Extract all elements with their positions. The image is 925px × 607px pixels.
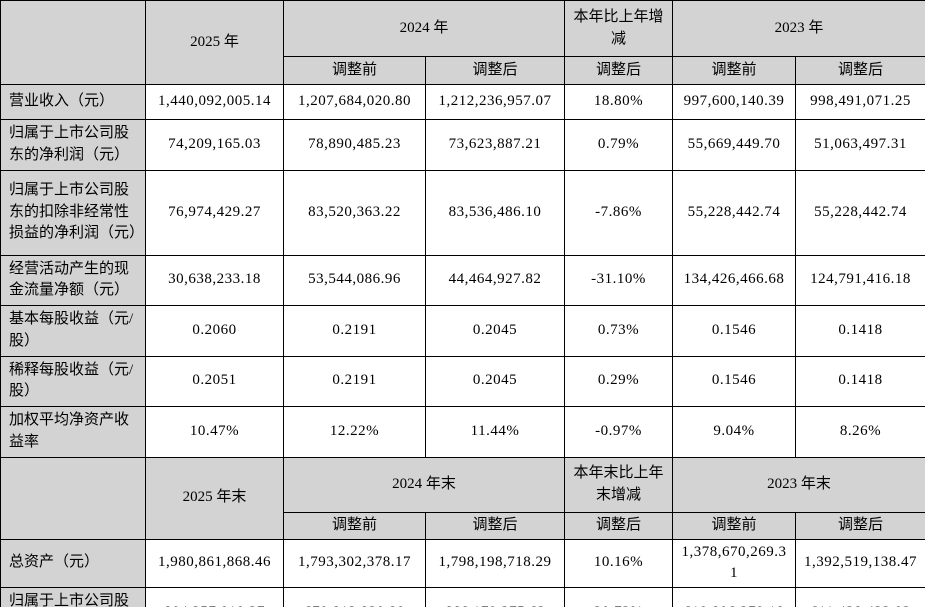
cell-value: 1,980,861,868.46: [145, 538, 284, 588]
cell-value: 30,638,233.18: [145, 254, 284, 306]
cell-value: 74,209,165.03: [145, 119, 284, 171]
subheader-change-post-adjust: 调整后: [564, 56, 674, 85]
cell-value: 0.2191: [283, 355, 426, 407]
col-header-2025-end: 2025 年末: [145, 456, 284, 540]
table-row: 稀释每股收益（元/股） 0.2051 0.2191 0.2045 0.29% 0…: [0, 355, 925, 407]
row-label-net-assets: 归属于上市公司股东的净资产（元）: [0, 587, 146, 607]
col-header-yoy-change: 本年比上年增减: [564, 0, 674, 57]
col-header-2023: 2023 年: [672, 0, 925, 57]
cell-value: 0.1418: [795, 355, 925, 407]
cell-value: 0.29%: [564, 355, 674, 407]
corner-cell: [0, 456, 146, 540]
cell-value: 670,813,830.80: [283, 587, 426, 607]
table-row: 总资产（元） 1,980,861,868.46 1,793,302,378.17…: [0, 538, 925, 588]
col-header-2023-end: 2023 年末: [672, 456, 925, 513]
cell-value: 10.47%: [145, 406, 284, 458]
cell-value: 1,793,302,378.17: [283, 538, 426, 588]
cell-value: 53,544,086.96: [283, 254, 426, 306]
subheader-2023end-post-adjust: 调整后: [795, 511, 925, 540]
cell-value: 51,063,497.31: [795, 119, 925, 171]
col-header-2025: 2025 年: [145, 0, 284, 85]
cell-value: 1,392,519,138.47: [795, 538, 925, 588]
cell-value: 10.16%: [564, 538, 674, 588]
cell-value: 0.1546: [672, 355, 797, 407]
cell-value: 124,791,416.18: [795, 254, 925, 306]
cell-value: 83,536,486.10: [424, 169, 566, 256]
row-label-diluted-eps: 稀释每股收益（元/股）: [0, 355, 146, 407]
cell-value: 1,207,684,020.80: [283, 84, 426, 120]
col-header-2024-end: 2024 年末: [282, 456, 566, 513]
cell-value: 83,520,363.22: [283, 169, 426, 256]
cell-value: 0.79%: [564, 119, 674, 171]
subheader-2023-pre-adjust: 调整前: [672, 56, 797, 85]
subheader-2024end-post-adjust: 调整后: [424, 511, 566, 540]
table-row: 加权平均净资产收益率 10.47% 12.22% 11.44% -0.97% 9…: [0, 406, 925, 458]
cell-value: 134,426,466.68: [672, 254, 797, 306]
row-label-revenue: 营业收入（元）: [0, 84, 146, 120]
corner-cell: [0, 0, 146, 85]
cell-value: 0.73%: [564, 305, 674, 357]
cell-value: 20.73%: [564, 587, 674, 607]
cell-value: 55,228,442.74: [795, 169, 925, 256]
cell-value: 0.1546: [672, 305, 797, 357]
cell-value: 998,491,071.25: [795, 84, 925, 120]
row-label-weighted-avg-roe: 加权平均净资产收益率: [0, 406, 146, 458]
cell-value: 78,890,485.23: [283, 119, 426, 171]
table-row: 归属于上市公司股东的净利润（元） 74,209,165.03 78,890,48…: [0, 119, 925, 171]
cell-value: 44,464,927.82: [424, 254, 566, 306]
col-header-yearend-change: 本年末比上年末增减: [564, 456, 674, 513]
cell-value: 1,440,092,005.14: [145, 84, 284, 120]
cell-value: 0.1418: [795, 305, 925, 357]
cell-value: 12.22%: [283, 406, 426, 458]
table-row: 经营活动产生的现金流量净额（元） 30,638,233.18 53,544,08…: [0, 254, 925, 306]
row-label-total-assets: 总资产（元）: [0, 538, 146, 588]
cell-value: 0.2191: [283, 305, 426, 357]
col-header-2024: 2024 年: [282, 0, 566, 57]
cell-value: 610,806,279.18: [672, 587, 797, 607]
cell-value: 11.44%: [424, 406, 566, 458]
subheader-2024end-pre-adjust: 调整前: [283, 511, 426, 540]
cell-value: 8.26%: [795, 406, 925, 458]
cell-value: 1,212,236,957.07: [424, 84, 566, 120]
subheader-2024-post-adjust: 调整后: [424, 56, 566, 85]
cell-value: 804,257,919.37: [145, 587, 284, 607]
cell-value: 55,669,449.70: [672, 119, 797, 171]
subheader-change-post-adjust: 调整后: [564, 511, 674, 540]
cell-value: 997,600,140.39: [672, 84, 797, 120]
cell-value: 55,228,442.74: [672, 169, 797, 256]
table-row: 归属于上市公司股东的扣除非经常性损益的净利润（元） 76,974,429.27 …: [0, 169, 925, 256]
cell-value: 1,378,670,269.31: [672, 538, 797, 588]
cell-value: -31.10%: [564, 254, 674, 306]
table-row: 基本每股收益（元/股） 0.2060 0.2191 0.2045 0.73% 0…: [0, 305, 925, 357]
row-label-operating-cash-flow: 经营活动产生的现金流量净额（元）: [0, 254, 146, 306]
row-label-net-profit-excl-nonrecurring: 归属于上市公司股东的扣除非经常性损益的净利润（元）: [0, 169, 146, 256]
table-row: 归属于上市公司股东的净资产（元） 804,257,919.37 670,813,…: [0, 587, 925, 607]
row-label-net-profit: 归属于上市公司股东的净利润（元）: [0, 119, 146, 171]
cell-value: 0.2060: [145, 305, 284, 357]
cell-value: 611,438,422.03: [795, 587, 925, 607]
cell-value: 73,623,887.21: [424, 119, 566, 171]
table-row: 营业收入（元） 1,440,092,005.14 1,207,684,020.8…: [0, 84, 925, 120]
cell-value: 9.04%: [672, 406, 797, 458]
row-label-basic-eps: 基本每股收益（元/股）: [0, 305, 146, 357]
subheader-2024-pre-adjust: 调整前: [283, 56, 426, 85]
cell-value: 18.80%: [564, 84, 674, 120]
cell-value: 0.2045: [424, 305, 566, 357]
cell-value: 0.2051: [145, 355, 284, 407]
cell-value: 1,798,198,718.29: [424, 538, 566, 588]
cell-value: -7.86%: [564, 169, 674, 256]
cell-value: 0.2045: [424, 355, 566, 407]
subheader-2023-post-adjust: 调整后: [795, 56, 925, 85]
cell-value: -0.97%: [564, 406, 674, 458]
cell-value: 666,179,375.63: [424, 587, 566, 607]
subheader-2023end-pre-adjust: 调整前: [672, 511, 797, 540]
cell-value: 76,974,429.27: [145, 169, 284, 256]
